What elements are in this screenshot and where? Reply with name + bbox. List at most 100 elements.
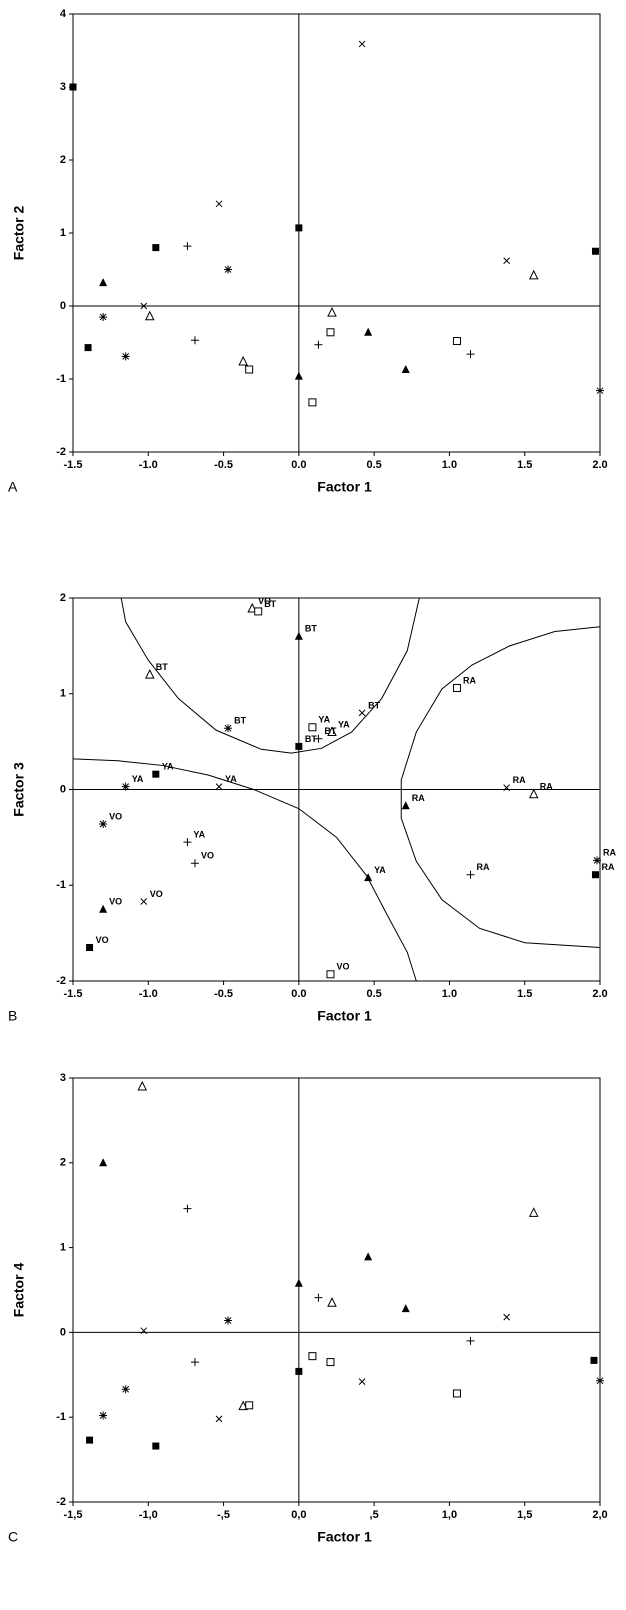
point — [144, 310, 155, 321]
x-tick-label: 1,5 — [517, 1509, 532, 1521]
y-axis-title: Factor 4 — [11, 1263, 27, 1318]
point — [528, 269, 539, 280]
point-label: YA — [374, 865, 386, 875]
x-tick-label: -1.0 — [139, 459, 158, 471]
x-tick-label: -0.5 — [214, 459, 233, 471]
point — [247, 602, 257, 613]
point — [238, 1400, 248, 1411]
point-label: VO — [150, 889, 163, 899]
point-label: VO — [336, 962, 349, 972]
point — [224, 265, 233, 274]
point-label: YA — [193, 830, 205, 840]
point-label: BT — [234, 716, 246, 726]
point — [121, 782, 130, 791]
y-tick-label: 2 — [60, 1157, 66, 1169]
point — [215, 1415, 223, 1423]
point — [254, 607, 263, 616]
y-tick-label: 4 — [60, 8, 67, 20]
point-label: VO — [201, 851, 214, 861]
point — [596, 386, 604, 395]
point-label: VO — [109, 811, 122, 821]
point-label: YA — [338, 719, 350, 729]
y-tick-label: 1 — [60, 227, 66, 239]
point — [308, 398, 317, 407]
y-tick-label: -1 — [56, 1411, 66, 1423]
point-label: RA — [412, 793, 425, 803]
point — [452, 337, 461, 346]
point — [326, 970, 335, 979]
point — [327, 306, 337, 317]
point — [364, 1252, 373, 1261]
point — [190, 336, 199, 345]
point — [99, 904, 108, 913]
plot-frame — [72, 13, 601, 453]
point — [245, 1401, 254, 1410]
x-tick-label: 2.0 — [592, 459, 607, 471]
point — [183, 242, 192, 251]
point — [294, 631, 303, 640]
x-tick-label: 0.0 — [291, 459, 306, 471]
y-tick-label: -2 — [56, 446, 66, 458]
x-tick-label: 1,0 — [442, 1509, 457, 1521]
y-tick-label: 0 — [60, 300, 66, 312]
point — [327, 1297, 337, 1307]
point — [86, 1436, 94, 1444]
y-tick-label: 1 — [60, 1242, 66, 1254]
point — [190, 1358, 199, 1367]
point — [358, 40, 366, 48]
boundary-curve — [120, 597, 420, 754]
x-tick-label: -0.5 — [214, 988, 233, 1000]
plot-frame — [72, 1077, 601, 1503]
point — [295, 1367, 303, 1375]
point — [452, 684, 461, 693]
point-label: RA — [463, 675, 476, 685]
point — [144, 668, 155, 679]
point-label: BT — [368, 700, 380, 710]
point — [358, 709, 366, 717]
x-tick-label: -1.5 — [64, 988, 83, 1000]
point — [140, 1327, 148, 1335]
point — [215, 200, 223, 208]
x-tick-label: 0.0 — [291, 988, 306, 1000]
point — [591, 871, 599, 879]
point-label: BT — [305, 734, 317, 744]
point-label: YA — [225, 774, 237, 784]
point — [295, 224, 303, 232]
point — [99, 1158, 108, 1167]
y-tick-label: 2 — [60, 154, 66, 166]
x-tick-label: 1.0 — [442, 988, 457, 1000]
boundary-curve — [72, 758, 417, 982]
x-axis-title: Factor 1 — [317, 1529, 372, 1545]
point — [137, 1080, 148, 1091]
point — [245, 365, 254, 374]
point — [183, 838, 192, 847]
point — [466, 350, 475, 359]
point-label: VO — [109, 897, 122, 907]
point — [295, 742, 303, 750]
point — [86, 943, 94, 951]
point — [224, 724, 233, 733]
point-label: VO — [96, 935, 109, 945]
point — [152, 244, 160, 252]
point-label: BT — [305, 624, 317, 634]
point — [121, 352, 130, 361]
point — [358, 1378, 366, 1385]
x-tick-label: 2.0 — [592, 988, 607, 1000]
x-tick-label: 1.5 — [517, 459, 532, 471]
y-tick-label: -1 — [56, 373, 66, 385]
x-tick-label: 2,0 — [592, 1509, 607, 1521]
point — [326, 1358, 335, 1367]
point-label: RA — [540, 782, 553, 792]
point — [99, 312, 108, 321]
x-tick-label: -1,5 — [64, 1509, 83, 1521]
y-axis-title: Factor 3 — [11, 762, 27, 817]
point — [215, 783, 223, 790]
y-tick-label: 2 — [60, 592, 66, 604]
point-label: YA — [162, 762, 174, 772]
point — [183, 1204, 192, 1213]
point — [364, 327, 373, 336]
point — [238, 355, 248, 366]
point — [99, 1411, 108, 1420]
point — [503, 1313, 510, 1321]
point-label: VO — [258, 596, 271, 606]
